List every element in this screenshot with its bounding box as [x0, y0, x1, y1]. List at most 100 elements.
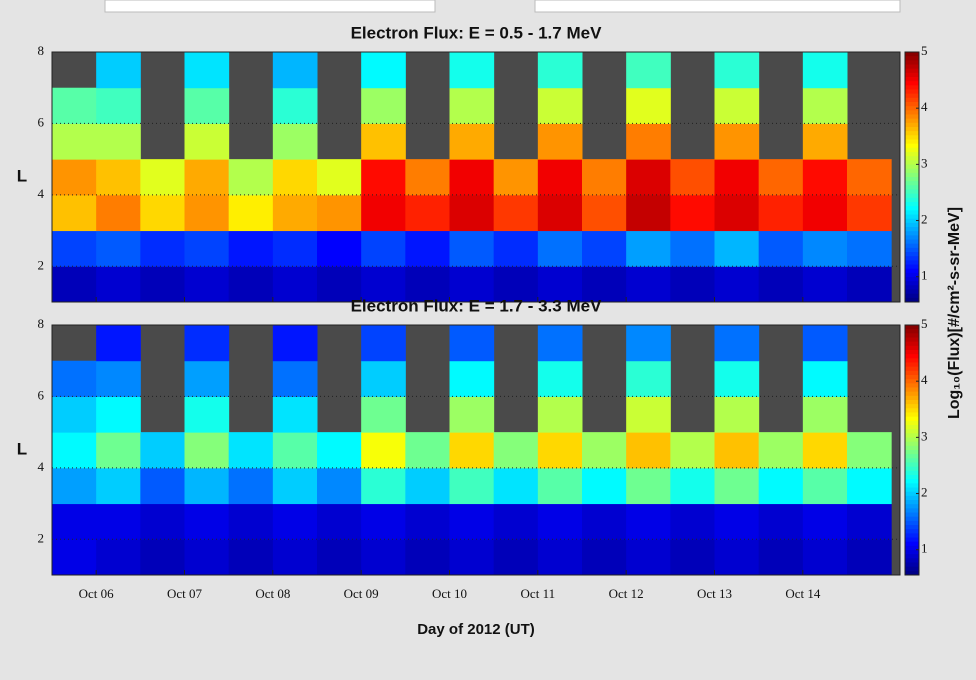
colorbar-swatch — [905, 454, 919, 459]
heat-cell — [96, 266, 141, 303]
colorbar-swatch — [905, 404, 919, 409]
heat-cell — [714, 432, 760, 469]
colorbar-swatch — [905, 210, 919, 215]
heat-cell — [802, 159, 848, 196]
colorbar-frame — [904, 324, 920, 576]
heat-cell — [317, 230, 362, 267]
colorbar-swatch — [905, 197, 919, 203]
x-tick-label: Oct 14 — [785, 586, 821, 601]
colorbar-swatch — [905, 370, 919, 376]
colorbar-swatch — [905, 470, 919, 476]
heat-cell — [537, 194, 583, 232]
heat-cell — [802, 539, 848, 576]
heat-cell — [626, 467, 671, 505]
colorbar-swatch — [905, 570, 919, 576]
heat-cell — [272, 230, 318, 267]
heat-cell — [714, 159, 760, 196]
heat-cell — [184, 52, 230, 89]
heat-cell — [361, 432, 406, 469]
colorbar-swatch — [905, 537, 919, 543]
heat-cell — [802, 194, 848, 232]
colorbar-swatch — [905, 562, 919, 568]
colorbar-swatch — [905, 122, 919, 128]
colorbar-swatch — [905, 504, 919, 509]
heat-cell — [272, 123, 318, 160]
colorbar-swatch — [905, 222, 919, 228]
heat-cell — [449, 325, 495, 362]
heat-cell — [847, 432, 892, 469]
colorbar-swatch — [905, 135, 919, 140]
heat-cell — [714, 467, 760, 505]
heat-cell — [96, 360, 141, 397]
heat-cell — [670, 503, 715, 540]
colorbar-swatch — [905, 243, 919, 249]
heat-cell — [272, 52, 318, 89]
colorbar-swatch — [905, 252, 919, 257]
heat-cell — [272, 396, 318, 433]
colorbar-swatch — [905, 566, 919, 572]
x-tick-label: Oct 09 — [344, 586, 379, 601]
colorbar-swatch — [905, 206, 919, 211]
heat-cell — [449, 539, 495, 576]
heat-cell — [272, 467, 318, 505]
heat-cell — [626, 432, 671, 469]
heat-cell — [758, 194, 804, 232]
colorbar-tick-label: 4 — [921, 99, 928, 114]
colorbar-swatch — [905, 185, 919, 190]
heat-cell — [272, 503, 318, 540]
heat-cell — [140, 467, 185, 505]
heat-cell — [361, 503, 406, 540]
heat-cell — [96, 52, 141, 89]
colorbar-swatch — [905, 147, 919, 153]
heat-cell — [582, 159, 627, 196]
colorbar-swatch — [905, 68, 919, 74]
heat-cell — [272, 159, 318, 196]
colorbar-swatch — [905, 525, 919, 530]
heat-cell — [140, 432, 185, 469]
heat-cell — [361, 194, 406, 232]
heat-cell — [670, 230, 715, 267]
heat-cell — [52, 396, 97, 433]
colorbar-swatch — [905, 433, 919, 438]
heat-cell — [184, 539, 230, 576]
heat-cell — [802, 432, 848, 469]
heat-cell — [847, 159, 892, 196]
heat-cell — [405, 432, 450, 469]
heat-cell — [582, 266, 627, 303]
heat-cell — [96, 159, 141, 196]
colorbar-swatch — [905, 156, 919, 161]
heat-cell — [802, 87, 848, 124]
heat-cell — [758, 503, 804, 540]
colorbar-swatch — [905, 379, 919, 384]
heat-cell — [140, 503, 185, 540]
colorbar-swatch — [905, 516, 919, 522]
heat-cell — [582, 194, 627, 232]
y-axis-label: L — [17, 439, 27, 458]
x-tick-label: Oct 11 — [521, 586, 556, 601]
colorbar-swatch — [905, 235, 919, 240]
colorbar-swatch — [905, 168, 919, 174]
heat-cell — [140, 159, 185, 196]
heat-cell — [228, 432, 274, 469]
heat-cell — [449, 396, 495, 433]
colorbar-tick-label: 1 — [921, 541, 928, 556]
colorbar-swatch — [905, 366, 919, 372]
heat-cell — [714, 539, 760, 576]
heat-cell — [802, 467, 848, 505]
heat-cell — [361, 123, 406, 160]
colorbar-swatch — [905, 268, 919, 274]
y-tick-label: 4 — [38, 186, 45, 201]
x-axis-label: Day of 2012 (UT) — [417, 621, 535, 638]
heat-cell — [714, 52, 760, 89]
colorbar-swatch — [905, 297, 919, 303]
colorbar-swatch — [905, 89, 919, 95]
heat-cell — [52, 230, 97, 267]
colorbar-swatch — [905, 512, 919, 518]
heat-cell — [802, 123, 848, 160]
heat-cell — [493, 194, 539, 232]
heat-cell — [361, 52, 406, 89]
heat-cell — [449, 52, 495, 89]
colorbar-swatch — [905, 420, 919, 426]
colorbar-swatch — [905, 383, 919, 388]
